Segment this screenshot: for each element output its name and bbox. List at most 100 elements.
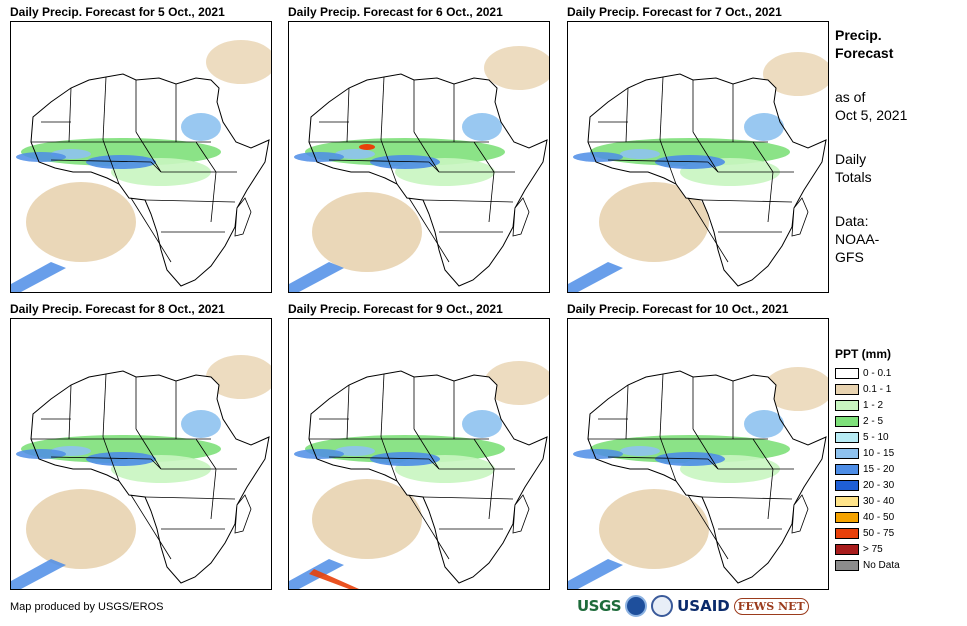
rain-band — [744, 113, 784, 141]
precip-map — [10, 21, 272, 293]
light-rain-area — [484, 361, 549, 405]
precip-legend: PPT (mm) 0 - 0.1 0.1 - 1 1 - 2 2 - 5 5 - 10 1… — [835, 347, 960, 573]
legend-swatch — [835, 415, 859, 427]
legend-title: PPT (mm) — [835, 347, 892, 361]
legend-label: 40 - 50 — [863, 511, 895, 523]
light-rain-area — [312, 192, 422, 272]
agency-logos: USGS USAID FEWS NET — [577, 595, 809, 617]
legend-item: > 75 — [835, 541, 960, 557]
legend-label: 15 - 20 — [863, 463, 895, 475]
africa-map-svg — [289, 46, 549, 292]
country-border — [210, 468, 217, 520]
country-border — [659, 76, 664, 141]
legend-item: 15 - 20 — [835, 461, 960, 477]
country-border — [659, 436, 677, 482]
country-border — [607, 456, 709, 460]
country-border — [607, 159, 709, 163]
usaid-logo: USAID — [677, 597, 730, 615]
info-title-line: Precip. — [835, 27, 882, 43]
madagascar-outline — [234, 494, 252, 534]
africa-coastline — [587, 73, 827, 287]
country-border — [701, 199, 793, 203]
legend-swatch — [835, 511, 859, 523]
country-border — [422, 496, 514, 500]
noaa-logo — [625, 595, 648, 617]
legend-item: No Data — [835, 557, 960, 573]
panel-title: Daily Precip. Forecast for 7 Oct., 2021 — [567, 5, 782, 19]
legend-item: 0 - 0.1 — [835, 365, 960, 381]
panel-title: Daily Precip. Forecast for 6 Oct., 2021 — [288, 5, 503, 19]
legend-swatch — [835, 447, 859, 459]
precip-map — [288, 21, 550, 293]
southern-rain-band — [11, 262, 66, 292]
rain-core — [86, 155, 156, 169]
rain-core — [620, 149, 660, 159]
legend-label: 0 - 0.1 — [863, 367, 892, 379]
precip-map — [288, 318, 550, 590]
country-border — [687, 197, 729, 263]
light-rain-area — [312, 479, 422, 559]
legend-swatch — [835, 367, 859, 379]
africa-map-svg — [289, 361, 549, 589]
rain-band — [462, 113, 502, 141]
country-border — [210, 171, 217, 223]
rain-band — [181, 410, 221, 438]
ocean-rain — [16, 449, 66, 459]
country-border — [380, 436, 398, 482]
country-border — [135, 428, 162, 470]
africa-coastline — [587, 370, 827, 584]
country-border — [692, 131, 719, 173]
panel-title: Daily Precip. Forecast for 5 Oct., 2021 — [10, 5, 225, 19]
country-border — [130, 197, 172, 263]
light-rain-area — [26, 489, 136, 569]
precip-map — [567, 21, 829, 293]
info-title: Precip. Forecast — [835, 26, 965, 62]
legend-item: 5 - 10 — [835, 429, 960, 445]
country-border — [767, 468, 774, 520]
panel-title: Daily Precip. Forecast for 8 Oct., 2021 — [10, 302, 225, 316]
panel-title: Daily Precip. Forecast for 10 Oct., 2021 — [567, 302, 789, 316]
info-title-line: Forecast — [835, 45, 894, 61]
light-rain-area — [26, 182, 136, 262]
light-rain-area — [206, 355, 271, 399]
country-border — [328, 159, 430, 163]
legend-item: 50 - 75 — [835, 525, 960, 541]
legend-rows: 0 - 0.1 0.1 - 1 1 - 2 2 - 5 5 - 10 10 - 15 15 … — [835, 365, 960, 573]
africa-map-svg — [568, 367, 828, 589]
country-border — [413, 428, 440, 470]
southern-rain-band — [289, 262, 344, 292]
madagascar-outline — [234, 197, 252, 237]
legend-swatch — [835, 399, 859, 411]
legend-swatch — [835, 463, 859, 475]
legend-item: 0.1 - 1 — [835, 381, 960, 397]
legend-swatch — [835, 543, 859, 555]
country-border — [752, 438, 774, 470]
country-border — [150, 458, 162, 470]
info-line: Oct 5, 2021 — [835, 107, 908, 123]
legend-label: 5 - 10 — [863, 431, 889, 443]
light-rain-area — [763, 52, 828, 96]
country-border — [195, 438, 217, 470]
usgs-logo: USGS — [577, 597, 622, 615]
legend-label: 30 - 40 — [863, 495, 895, 507]
africa-coastline — [308, 73, 548, 287]
legend-swatch — [835, 383, 859, 395]
country-border — [659, 373, 664, 438]
info-totals: Daily Totals — [835, 150, 965, 186]
country-border — [150, 161, 162, 173]
madagascar-outline — [791, 494, 809, 534]
southern-rain-band — [568, 559, 623, 589]
country-border — [428, 161, 440, 173]
rain-band — [744, 410, 784, 438]
country-border — [659, 139, 677, 185]
country-border — [752, 141, 774, 173]
africa-map-svg — [11, 40, 271, 292]
rain-band — [462, 410, 502, 438]
madagascar-outline — [512, 197, 530, 237]
legend-item: 2 - 5 — [835, 413, 960, 429]
info-line: Totals — [835, 169, 872, 185]
country-border — [687, 494, 729, 560]
heavy-rain-band — [309, 569, 359, 589]
africa-coastline — [308, 370, 548, 584]
rain-band — [181, 113, 221, 141]
